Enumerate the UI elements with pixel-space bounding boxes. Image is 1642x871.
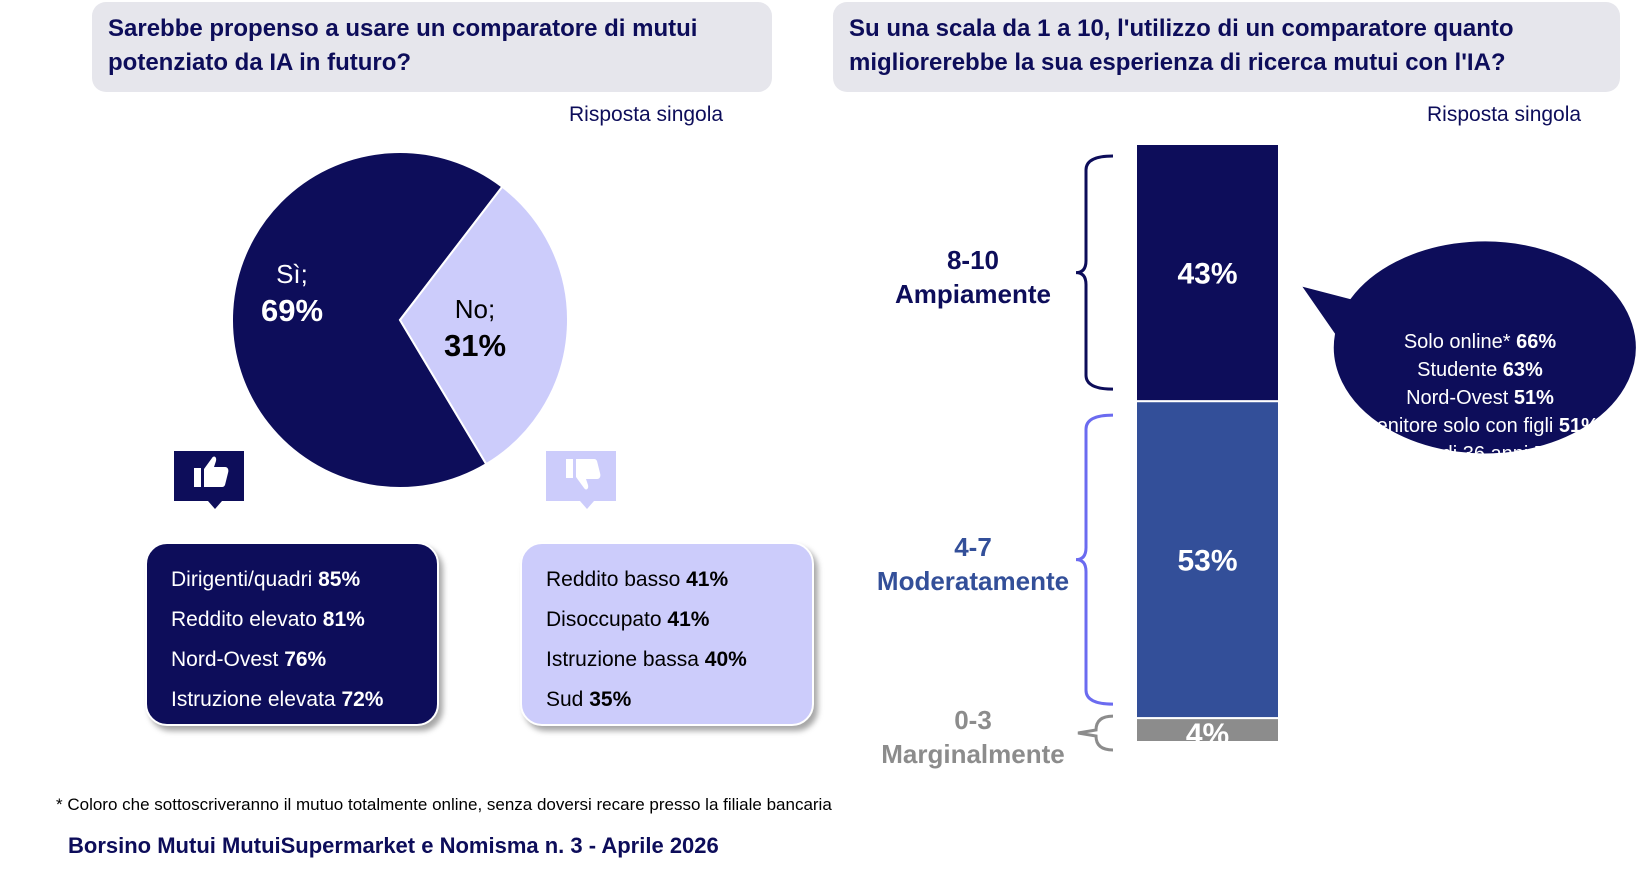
bubble-row: Solo online* 66%: [1403, 331, 1557, 353]
category-label-mid: 4-7 Moderatamente: [876, 532, 1070, 596]
bar-segment: [1135, 400, 1280, 720]
source-line: Borsino Mutui MutuiSupermarket e Nomisma…: [68, 833, 719, 858]
brace-high: [1075, 154, 1114, 391]
positive-row: Reddito elevato 81%: [171, 608, 365, 631]
positive-row: Dirigenti/quadri 85%: [171, 568, 361, 591]
negative-row: Sud 35%: [546, 688, 632, 711]
bar-value-label: 4%: [1186, 718, 1229, 751]
response-type-right: Risposta singola: [1427, 103, 1582, 126]
pie-label: No;: [455, 294, 495, 324]
thumbs-up-icon: [174, 451, 244, 509]
bubble-row: Meno di 36 anni 50%: [1386, 443, 1574, 465]
bar-value-label: 43%: [1177, 258, 1237, 291]
right-question-box: Su una scala da 1 a 10, l'utilizzo di un…: [833, 2, 1620, 92]
category-label-low: 0-3 Marginalmente: [881, 705, 1065, 769]
pie-chart: Sì; 69% No; 31%: [231, 151, 569, 489]
pie-value-label: 69%: [261, 293, 323, 328]
speech-bubble-text: Solo online* 66% Studente 63% Nord-Ovest…: [1330, 328, 1630, 468]
bar-segment: [1135, 143, 1280, 403]
category-label-high: 8-10 Ampiamente: [894, 245, 1052, 309]
thumbs-down-icon: [546, 451, 616, 509]
response-type-left: Risposta singola: [569, 103, 724, 126]
pie-slice-si: [231, 151, 504, 489]
right-question-text: Su una scala da 1 a 10, l'utilizzo di un…: [849, 15, 1514, 76]
bar-value-label: 53%: [1177, 545, 1237, 578]
positive-row: Istruzione elevata 72%: [171, 688, 384, 711]
pie-label: Sì;: [276, 259, 308, 289]
bubble-row: Studente 63%: [1417, 359, 1543, 381]
speech-bubble: [1297, 239, 1638, 456]
pie-value-label: 31%: [444, 328, 506, 363]
left-question-text: Sarebbe propenso a usare un comparatore …: [108, 15, 698, 76]
brace-low: [1077, 714, 1114, 752]
brace-mid: [1075, 413, 1114, 706]
bubble-row: Nord-Ovest 51%: [1406, 387, 1554, 409]
footnote: * Coloro che sottoscriveranno il mutuo t…: [56, 795, 832, 814]
bubble-row: Genitore solo con figli 51%: [1361, 415, 1599, 437]
positive-segments-card: Dirigenti/quadri 85% Reddito elevato 81%…: [145, 542, 439, 726]
positive-row: Nord-Ovest 76%: [171, 648, 327, 671]
negative-row: Disoccupato 41%: [546, 608, 710, 631]
left-question-box: Sarebbe propenso a usare un comparatore …: [92, 2, 772, 92]
negative-segments-card: Reddito basso 41% Disoccupato 41% Istruz…: [520, 542, 814, 726]
pie-slice-no: [398, 185, 569, 466]
negative-row: Istruzione bassa 40%: [546, 648, 747, 671]
negative-row: Reddito basso 41%: [546, 568, 729, 591]
